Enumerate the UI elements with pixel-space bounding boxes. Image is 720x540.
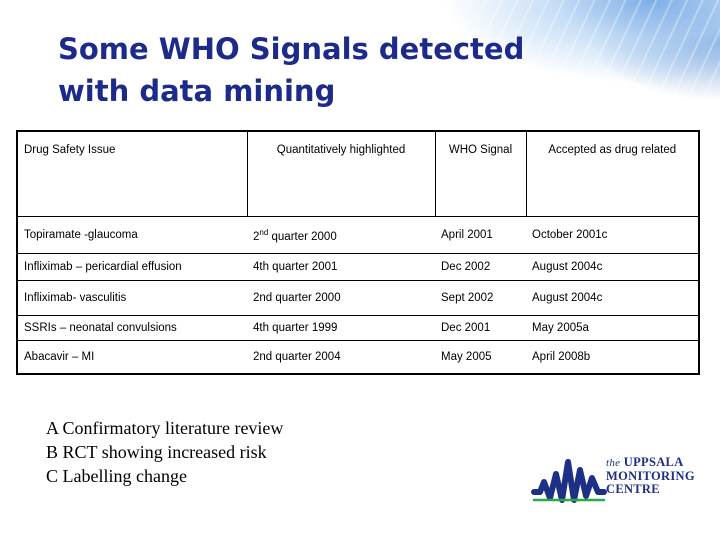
- header-quantitatively-highlighted: Quantitatively highlighted: [246, 130, 436, 217]
- cell-signal: Sept 2002: [435, 280, 526, 316]
- cell-signal: April 2001: [435, 216, 526, 254]
- cell-issue: Topiramate -glaucoma: [17, 216, 247, 254]
- cell-accepted: August 2004c: [526, 253, 699, 281]
- cell-quarter: 4th quarter 2001: [247, 253, 435, 281]
- cell-accepted: October 2001c: [526, 216, 699, 254]
- slide-title-line-2: with data mining: [58, 74, 336, 108]
- cell-quarter-rest: quarter 2000: [268, 230, 337, 243]
- logo-wave-mark: [531, 459, 607, 503]
- logo-uppsala: UPPSALA: [623, 455, 684, 469]
- slide-title-line-1: Some WHO Signals detected: [58, 32, 525, 66]
- legend-note-a: A Confirmatory literature review: [46, 418, 284, 438]
- table-row: Topiramate -glaucoma 2nd quarter 2000 Ap…: [17, 216, 699, 254]
- cell-accepted: May 2005a: [526, 315, 699, 341]
- cell-quarter: 2nd quarter 2000: [247, 280, 435, 316]
- legend-notes: A Confirmatory literature review B RCT s…: [46, 416, 283, 488]
- cell-quarter-suffix: nd: [259, 227, 269, 237]
- cell-issue: Abacavir – MI: [17, 340, 247, 375]
- cell-quarter: 4th quarter 1999: [247, 315, 435, 341]
- table-row: Infliximab- vasculitis 2nd quarter 2000 …: [17, 280, 699, 316]
- table-row: Infliximab – pericardial effusion 4th qu…: [17, 253, 699, 281]
- cell-issue: Infliximab- vasculitis: [17, 280, 247, 316]
- cell-quarter: 2nd quarter 2004: [247, 340, 435, 375]
- cell-accepted: August 2004c: [526, 280, 699, 316]
- table-header-row: Drug Safety Issue Quantitatively highlig…: [16, 130, 700, 217]
- cell-accepted: April 2008b: [526, 340, 699, 375]
- cell-quarter-number: 2: [253, 230, 260, 243]
- cell-signal: Dec 2002: [435, 253, 526, 281]
- uppsala-monitoring-centre-logo: [531, 459, 607, 503]
- background-glow: [260, 0, 720, 140]
- cell-issue: SSRIs – neonatal convulsions: [17, 315, 247, 341]
- background-streaks: [300, 0, 720, 130]
- header-accepted-as-drug-related: Accepted as drug related: [525, 130, 700, 217]
- header-who-signal: WHO Signal: [434, 130, 527, 217]
- slide-title: Some WHO Signals detected with data mini…: [58, 28, 524, 112]
- cell-issue: Infliximab – pericardial effusion: [17, 253, 247, 281]
- logo-text: the UPPSALA MONITORING CENTRE: [606, 456, 695, 496]
- legend-note-b: B RCT showing increased risk: [46, 442, 267, 462]
- cell-signal: Dec 2001: [435, 315, 526, 341]
- table-row: Abacavir – MI 2nd quarter 2004 May 2005 …: [17, 340, 699, 375]
- legend-note-c: C Labelling change: [46, 466, 187, 486]
- logo-monitoring: MONITORING: [606, 469, 695, 483]
- header-drug-safety-issue: Drug Safety Issue: [16, 130, 248, 217]
- logo-centre: CENTRE: [606, 482, 660, 496]
- logo-the: the: [606, 457, 621, 469]
- drug-safety-table: Drug Safety Issue Quantitatively highlig…: [16, 130, 700, 375]
- cell-signal: May 2005: [435, 340, 526, 375]
- table-row: SSRIs – neonatal convulsions 4th quarter…: [17, 315, 699, 341]
- cell-quarter: 2nd quarter 2000: [247, 216, 435, 254]
